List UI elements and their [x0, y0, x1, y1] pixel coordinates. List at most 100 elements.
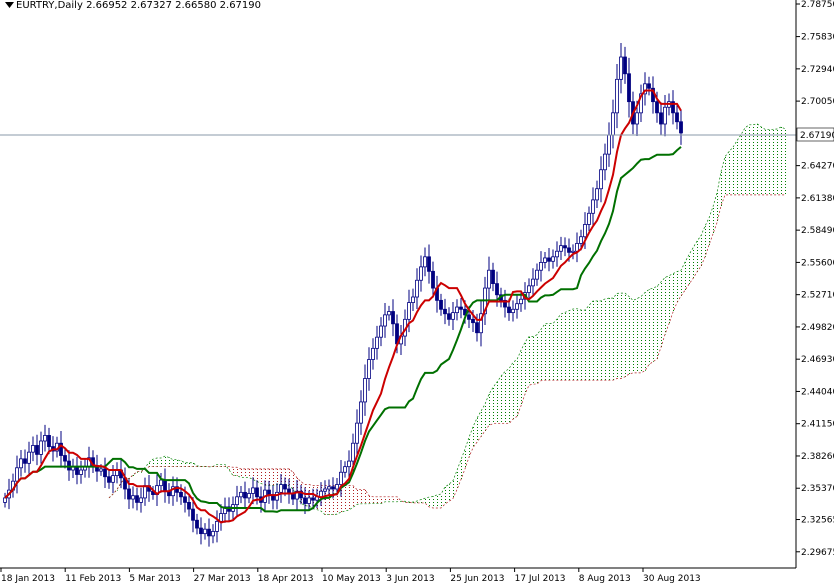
cloud-segment	[115, 489, 119, 491]
x-tick-label: 30 Aug 2013	[643, 574, 701, 584]
cloud-segment	[615, 293, 619, 379]
candle-body	[679, 121, 683, 134]
y-tick-label: 2.38260	[801, 452, 834, 462]
cloud-segment	[619, 293, 623, 379]
cloud-segment	[331, 485, 335, 515]
candle-body	[23, 458, 27, 464]
candle-body	[307, 497, 311, 504]
candle-body	[15, 467, 19, 482]
candle	[223, 497, 227, 523]
y-tick-label: 2.35370	[801, 484, 834, 494]
cloud-segment	[415, 500, 419, 503]
cloud-segment	[647, 289, 651, 365]
candle-body	[99, 468, 103, 472]
candle	[527, 278, 531, 301]
cloud-segment	[567, 310, 571, 381]
candle	[243, 481, 247, 509]
candle-body	[615, 78, 619, 114]
candlesticks	[3, 43, 683, 547]
candle-body	[75, 466, 79, 475]
candle-body	[251, 487, 255, 494]
y-tick-label: 2.55600	[801, 258, 834, 268]
cloud-segment	[347, 485, 351, 510]
candle-body	[603, 153, 607, 171]
candle	[39, 431, 43, 464]
cloud-segment	[327, 485, 331, 515]
cloud-segment	[171, 459, 175, 467]
cloud-segment	[479, 411, 483, 437]
candle	[227, 497, 231, 521]
candle-body	[503, 299, 507, 308]
candle-body	[175, 486, 179, 493]
candle-body	[391, 311, 395, 325]
candle	[427, 244, 431, 284]
cloud-segment	[223, 464, 227, 467]
candle	[159, 472, 163, 493]
candle	[423, 247, 427, 277]
cloud-segment	[431, 496, 435, 508]
y-tick-label: 2.64270	[801, 162, 834, 172]
candle-body	[455, 306, 459, 314]
candle	[663, 95, 667, 137]
x-tick-label: 27 Mar 2013	[194, 574, 251, 584]
candle	[535, 263, 539, 286]
cloud-segment	[247, 468, 251, 478]
cloud-segment	[183, 462, 187, 467]
cloud-segment	[575, 308, 579, 381]
current-price-text: 2.67190	[800, 131, 834, 141]
candle	[379, 317, 383, 347]
cloud-segment	[235, 467, 239, 476]
candle	[235, 485, 239, 516]
candle-body	[35, 445, 39, 455]
candle-body	[611, 112, 615, 136]
cloud-segment	[667, 275, 671, 324]
candle	[411, 288, 415, 312]
cloud-segment	[447, 484, 451, 502]
candle	[239, 486, 243, 504]
time-axis: 18 Jan 2013 11 Feb 2013 5 Mar 2013 27 Mar 2…	[0, 568, 701, 584]
candle-body	[447, 313, 451, 320]
candle-body	[355, 422, 359, 444]
y-tick-label: 2.49820	[801, 323, 834, 333]
y-tick-label: 2.78750	[801, 0, 834, 10]
candle-body	[635, 112, 639, 125]
cloud-segment	[131, 475, 135, 477]
candle	[19, 450, 23, 477]
y-tick-label: 2.75830	[801, 33, 834, 43]
cloud-segment	[767, 129, 771, 195]
candle-body	[519, 298, 523, 305]
candle	[15, 455, 19, 494]
candle	[195, 513, 199, 535]
cloud-segment	[419, 499, 423, 503]
triangle-down-icon[interactable]	[5, 2, 14, 9]
cloud-segment	[631, 300, 635, 373]
candle-body	[659, 112, 663, 125]
cloud-segment	[423, 498, 427, 503]
cloud-segment	[539, 329, 543, 381]
candle	[67, 450, 71, 481]
candle-body	[19, 458, 23, 469]
candle-body	[103, 468, 107, 478]
candle	[367, 347, 371, 391]
candle-body	[535, 269, 539, 280]
candle-body	[407, 302, 411, 320]
candle	[31, 436, 35, 462]
cloud-segment	[159, 458, 163, 467]
x-tick-label: 17 Jul 2013	[515, 574, 566, 584]
cloud-segment	[259, 468, 263, 484]
candle	[375, 325, 379, 360]
cloud-segment	[243, 468, 247, 478]
candle	[343, 461, 347, 478]
candle-body	[203, 528, 207, 535]
candle	[359, 390, 363, 435]
candle-body	[439, 299, 443, 310]
cloud-segment	[491, 387, 495, 424]
cloud-segment	[283, 468, 287, 485]
candle-body	[183, 496, 187, 503]
y-tick-label: 2.44040	[801, 387, 834, 397]
cloud-segment	[771, 129, 775, 195]
y-tick-label: 2.29675	[801, 548, 834, 558]
candle-body	[479, 313, 483, 334]
cloud-segment	[107, 497, 111, 499]
